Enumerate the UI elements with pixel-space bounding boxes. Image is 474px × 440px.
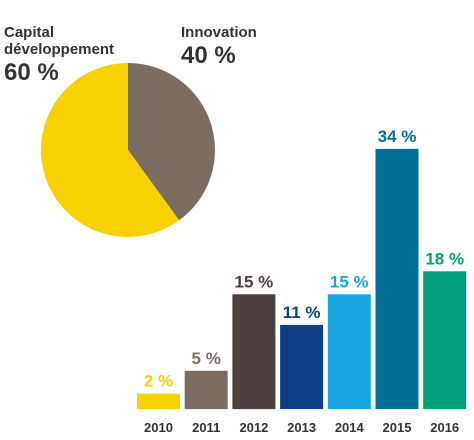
bar-value-label-2014: 15 % xyxy=(330,272,369,291)
bar-value-label-2015: 34 % xyxy=(378,127,417,146)
bar-value-label-2012: 15 % xyxy=(235,272,274,291)
x-tick-label-2011: 2011 xyxy=(192,420,220,435)
bar-value-label-2016: 18 % xyxy=(425,249,464,268)
pie-label-capital-name-line2: développement xyxy=(4,41,115,58)
x-tick-label-2015: 2015 xyxy=(383,420,412,435)
pie-slice-innovation xyxy=(128,63,215,221)
bar-2016 xyxy=(423,271,467,409)
pie-label-capital-name-line1: Capital xyxy=(4,24,55,41)
bar-value-label-2013: 11 % xyxy=(283,303,321,322)
pie-label-innovation: Innovation 40 % xyxy=(181,24,257,69)
bar-2013 xyxy=(280,324,324,410)
bar-2010 xyxy=(137,393,180,409)
pie-label-innovation-name: Innovation xyxy=(181,24,257,41)
x-tick-label-2013: 2013 xyxy=(287,420,316,435)
pie-label-innovation-value: 40 % xyxy=(181,42,236,69)
pie-slice-capital xyxy=(40,63,180,237)
x-tick-label-2016: 2016 xyxy=(430,420,459,435)
x-tick-label-2010: 2010 xyxy=(144,420,173,435)
pie-label-capital-name: Capital développement xyxy=(4,24,114,58)
x-tick-label-2012: 2012 xyxy=(239,420,268,435)
bar-2012 xyxy=(232,294,276,410)
pie-label-capital: Capital développement 60 % xyxy=(4,24,114,86)
bar-value-label-2010: 2 % xyxy=(144,372,173,391)
bar-2014 xyxy=(327,294,371,410)
bar-2011 xyxy=(184,370,228,410)
pie-label-capital-value: 60 % xyxy=(4,59,59,86)
bar-value-label-2011: 5 % xyxy=(192,349,221,368)
bar-2015 xyxy=(375,148,419,409)
x-tick-label-2014: 2014 xyxy=(335,420,365,435)
